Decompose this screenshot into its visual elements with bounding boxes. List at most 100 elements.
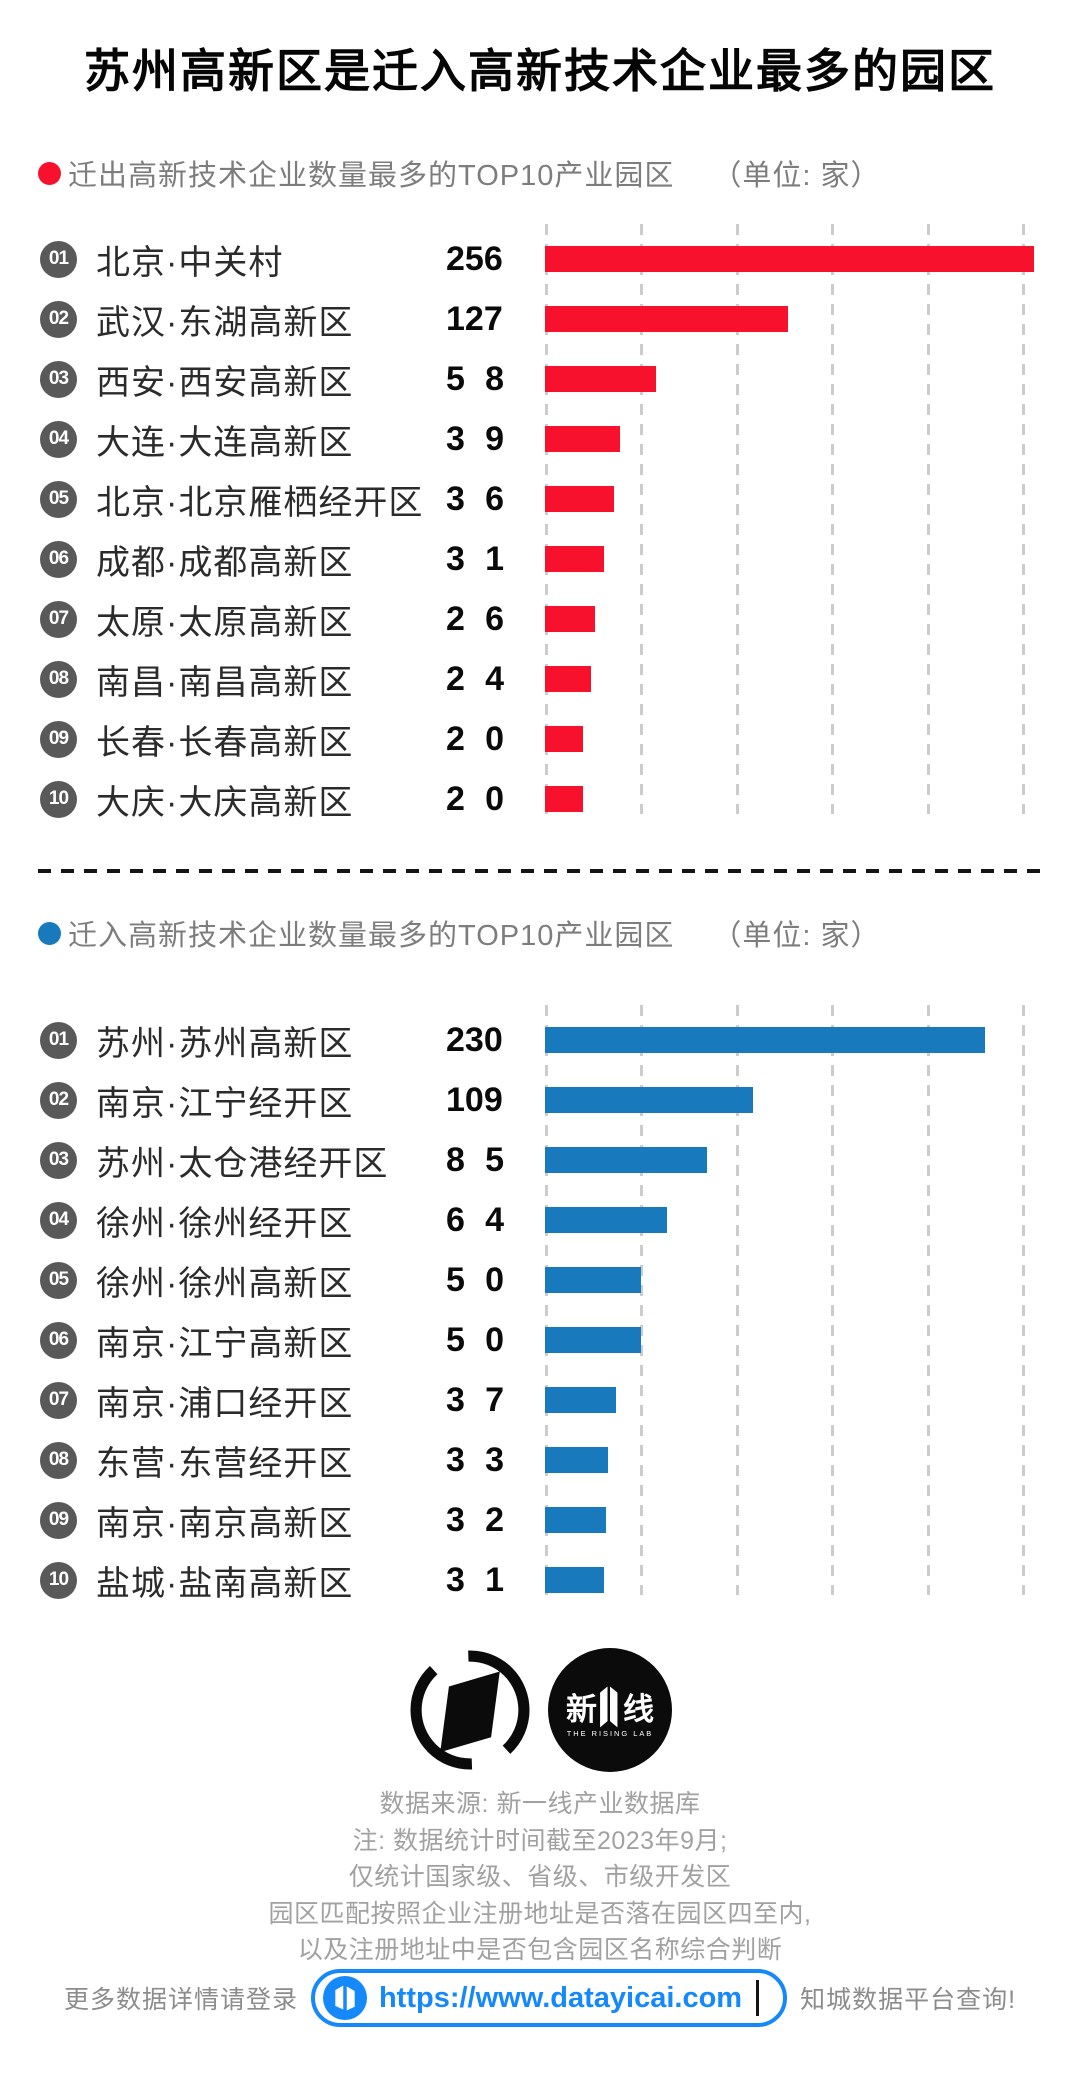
source-line: 注: 数据统计时间截至2023年9月; [352, 1826, 728, 1855]
park-label: 南昌·南昌高新区 [96, 663, 354, 702]
value-label: 5 0 [446, 1261, 504, 1299]
url-pill[interactable]: https://www.datayicai.com [310, 1969, 788, 2027]
rank-badge: 09 [40, 1501, 77, 1539]
value-label: 3 7 [446, 1381, 504, 1419]
section-title: 迁出高新技术企业数量最多的TOP10产业园区 [68, 160, 675, 192]
brand-logos: 新 线 THE RISING LAB [0, 1648, 1080, 1772]
bar [545, 1327, 641, 1353]
park-label: 徐州·徐州高新区 [96, 1264, 354, 1303]
park-label: 大连·大连高新区 [96, 423, 354, 462]
gridline [831, 1005, 834, 1595]
value-label: 109 [446, 1081, 503, 1119]
rank-badge: 02 [40, 300, 77, 338]
cta-prefix: 更多数据详情请登录 [63, 1986, 298, 2014]
park-label: 南京·江宁经开区 [96, 1084, 354, 1123]
bar [545, 486, 614, 512]
table-row: 07 南京·浦口经开区 3 7 [0, 1370, 1080, 1430]
table-row: 08 东营·东营经开区 3 3 [0, 1430, 1080, 1490]
value-label: 8 5 [446, 1141, 504, 1179]
rank-badge: 07 [40, 1381, 77, 1419]
rank-badge: 01 [40, 1021, 77, 1059]
park-label: 西安·西安高新区 [96, 363, 354, 402]
bar [545, 366, 656, 392]
rank-badge: 09 [40, 720, 77, 758]
source-line: 仅统计国家级、省级、市级开发区 [348, 1863, 732, 1891]
bar [545, 1027, 985, 1053]
bar [545, 546, 605, 572]
bar [545, 786, 584, 812]
park-label: 南京·南京高新区 [96, 1504, 354, 1543]
url-text[interactable]: https://www.datayicai.com [378, 1981, 743, 2014]
bar-track [545, 786, 1042, 812]
table-row: 05 徐州·徐州高新区 5 0 [0, 1250, 1080, 1310]
park-label: 苏州·苏州高新区 [96, 1024, 354, 1063]
rank-badge: 10 [40, 1561, 77, 1599]
value-label: 230 [446, 1021, 503, 1059]
park-label: 南京·江宁高新区 [96, 1324, 354, 1363]
table-row: 07 太原·太原高新区 2 6 [0, 589, 1080, 649]
bar [545, 426, 620, 452]
gridline [927, 224, 930, 814]
bar [545, 306, 788, 332]
gridline [736, 224, 739, 814]
value-label: 3 3 [446, 1441, 504, 1479]
cta-suffix: 知城数据平台查询! [800, 1986, 1017, 2014]
gridlines [545, 1005, 1042, 1595]
bar [545, 1447, 609, 1473]
blue-dot-icon [38, 921, 61, 945]
gridline [545, 1005, 548, 1595]
gridline [640, 1005, 643, 1595]
rank-badge: 05 [40, 1261, 77, 1299]
value-label: 3 1 [446, 540, 504, 578]
logo-char-right: 线 [623, 1692, 654, 1727]
yicai-logo-icon [410, 1650, 530, 1770]
value-label: 2 4 [446, 660, 504, 698]
table-row: 10 盐城·盐南高新区 3 1 [0, 1550, 1080, 1610]
table-row: 03 西安·西安高新区 5 8 [0, 349, 1080, 409]
bar [545, 666, 591, 692]
bar [545, 246, 1035, 272]
gridline [545, 224, 548, 814]
bar [545, 1267, 641, 1293]
gridline [1022, 224, 1025, 814]
gridline [1022, 1005, 1025, 1595]
table-row: 04 徐州·徐州经开区 6 4 [0, 1190, 1080, 1250]
rank-badge: 07 [40, 600, 77, 638]
bar-track [545, 1267, 1042, 1293]
park-label: 东营·东营经开区 [96, 1444, 354, 1483]
table-row: 09 南京·南京高新区 3 2 [0, 1490, 1080, 1550]
bar-track [545, 1387, 1042, 1413]
chart-rows: 01 北京·中关村 256 02 武汉·东湖高新区 127 03 西安·西安高新… [0, 229, 1080, 829]
gridlines [545, 224, 1042, 814]
bar-track [545, 246, 1042, 272]
park-label: 武汉·东湖高新区 [96, 303, 354, 342]
gridline [927, 1005, 930, 1595]
bar-track [545, 606, 1042, 632]
bar [545, 1147, 708, 1173]
bar [545, 1207, 668, 1233]
rank-badge: 06 [40, 1321, 77, 1359]
bar-track [545, 486, 1042, 512]
cta-row: 更多数据详情请登录 https://www.datayicai.com 知城数据… [0, 1966, 1080, 2030]
rank-badge: 01 [40, 240, 77, 278]
park-label: 徐州·徐州经开区 [96, 1204, 354, 1243]
table-row: 03 苏州·太仓港经开区 8 5 [0, 1130, 1080, 1190]
chart-move-in: 01 苏州·苏州高新区 230 02 南京·江宁经开区 109 03 苏州·太仓… [0, 1005, 1080, 1610]
red-dot-icon [38, 161, 61, 185]
park-label: 北京·北京雁栖经开区 [96, 483, 424, 522]
park-label: 苏州·太仓港经开区 [96, 1144, 389, 1183]
park-label: 大庆·大庆高新区 [96, 783, 354, 822]
rank-badge: 03 [40, 1141, 77, 1179]
bar [545, 1087, 754, 1113]
table-row: 09 长春·长春高新区 2 0 [0, 709, 1080, 769]
bar-track [545, 1147, 1042, 1173]
table-row: 01 北京·中关村 256 [0, 229, 1080, 289]
gridline [831, 224, 834, 814]
source-line: 以及注册地址中是否包含园区名称综合判断 [297, 1936, 783, 1964]
bar-track [545, 546, 1042, 572]
unit-label: （单位: 家） [712, 160, 881, 192]
value-label: 6 4 [446, 1201, 504, 1239]
source-line: 园区匹配按照企业注册地址是否落在园区四至内, [268, 1899, 812, 1928]
value-label: 5 0 [446, 1321, 504, 1359]
